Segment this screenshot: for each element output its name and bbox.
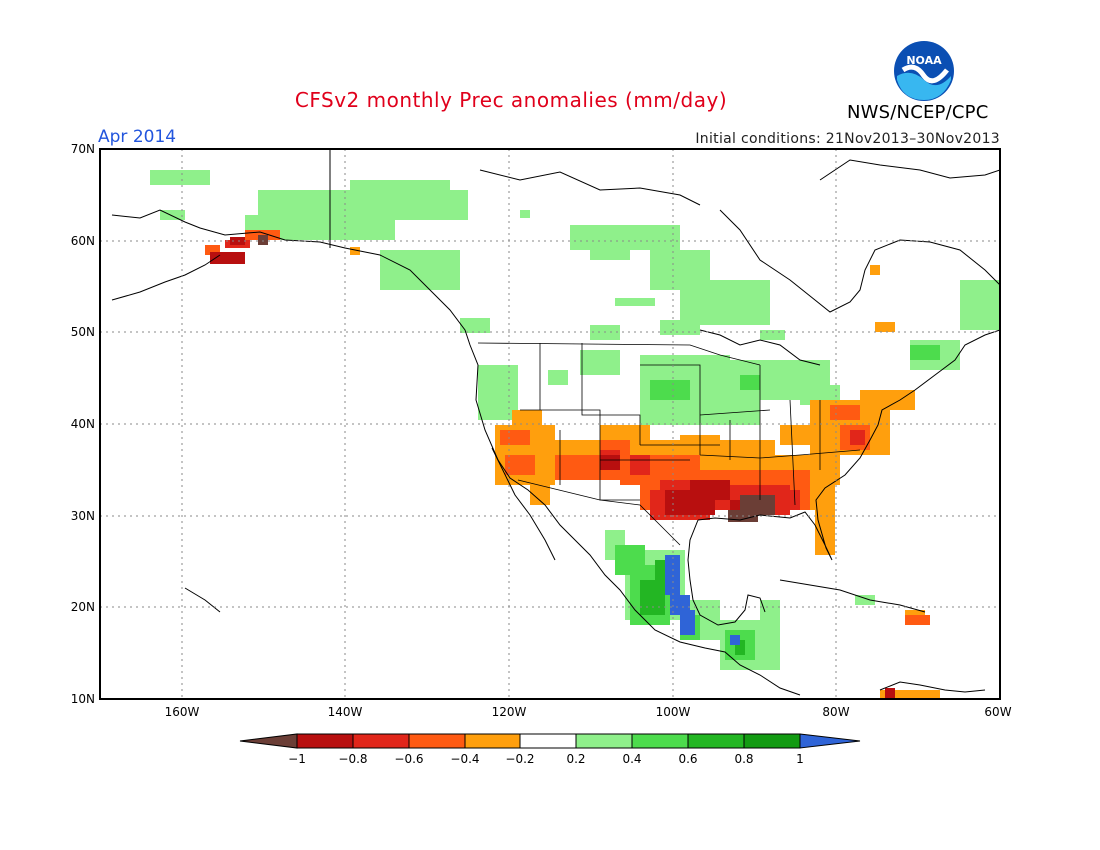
lat-label: 50N bbox=[71, 325, 95, 339]
chart-title: CFSv2 monthly Prec anomalies (mm/day) bbox=[294, 88, 728, 112]
legend-swatch bbox=[519, 733, 577, 749]
map-frame bbox=[99, 148, 1001, 700]
legend-arrow-left bbox=[239, 733, 298, 749]
initial-conditions: Initial conditions: 21Nov2013–30Nov2013 bbox=[695, 131, 1000, 147]
legend-swatch bbox=[352, 733, 410, 749]
lat-label: 30N bbox=[71, 509, 95, 523]
state-borders bbox=[477, 342, 861, 546]
legend-swatch bbox=[408, 733, 466, 749]
lat-label: 60N bbox=[71, 234, 95, 248]
lon-label: 60W bbox=[984, 705, 1011, 719]
legend-labels: −1 −0.8 −0.6 −0.4 −0.2 0.2 0.4 0.6 0.8 1 bbox=[288, 752, 804, 766]
lat-label: 70N bbox=[71, 142, 95, 156]
agency-label: NWS/NCEP/CPC bbox=[847, 102, 989, 123]
noaa-logo-icon: NOAA bbox=[894, 41, 954, 101]
legend-swatch bbox=[296, 733, 354, 749]
lat-label: 20N bbox=[71, 600, 95, 614]
lon-label: 160W bbox=[165, 705, 200, 719]
legend-label: −0.4 bbox=[450, 752, 479, 766]
legend-swatch bbox=[464, 733, 521, 749]
legend-swatch bbox=[687, 733, 745, 749]
logo-text: NOAA bbox=[906, 54, 942, 67]
legend-swatch bbox=[631, 733, 689, 749]
coastlines bbox=[111, 149, 1000, 696]
forecast-period: Apr 2014 bbox=[98, 127, 177, 147]
legend-swatch bbox=[575, 733, 633, 749]
legend-label: −0.8 bbox=[338, 752, 367, 766]
anomaly-layer bbox=[150, 170, 1000, 699]
color-legend bbox=[239, 733, 861, 749]
wet-anomaly-plains bbox=[650, 345, 940, 400]
lon-label: 140W bbox=[328, 705, 363, 719]
legend-label: 0.4 bbox=[622, 752, 641, 766]
legend-label: −0.6 bbox=[394, 752, 423, 766]
longitude-labels: 160W 140W 120W 100W 80W 60W bbox=[165, 705, 1012, 719]
legend-label: 0.8 bbox=[734, 752, 753, 766]
lat-label: 10N bbox=[71, 692, 95, 706]
legend-arrow-right bbox=[799, 733, 861, 749]
wet-anomaly-mexico-peak bbox=[665, 555, 740, 645]
legend-swatch bbox=[743, 733, 801, 749]
legend-label: 1 bbox=[796, 752, 804, 766]
legend-label: 0.2 bbox=[566, 752, 585, 766]
latitude-labels: 70N 60N 50N 40N 30N 20N 10N bbox=[71, 142, 95, 706]
lon-label: 100W bbox=[656, 705, 691, 719]
lat-label: 40N bbox=[71, 417, 95, 431]
legend-label: −1 bbox=[288, 752, 306, 766]
graticule bbox=[100, 149, 1000, 699]
legend-label: 0.6 bbox=[678, 752, 697, 766]
lon-label: 80W bbox=[822, 705, 849, 719]
legend-label: −0.2 bbox=[505, 752, 534, 766]
lon-label: 120W bbox=[492, 705, 527, 719]
